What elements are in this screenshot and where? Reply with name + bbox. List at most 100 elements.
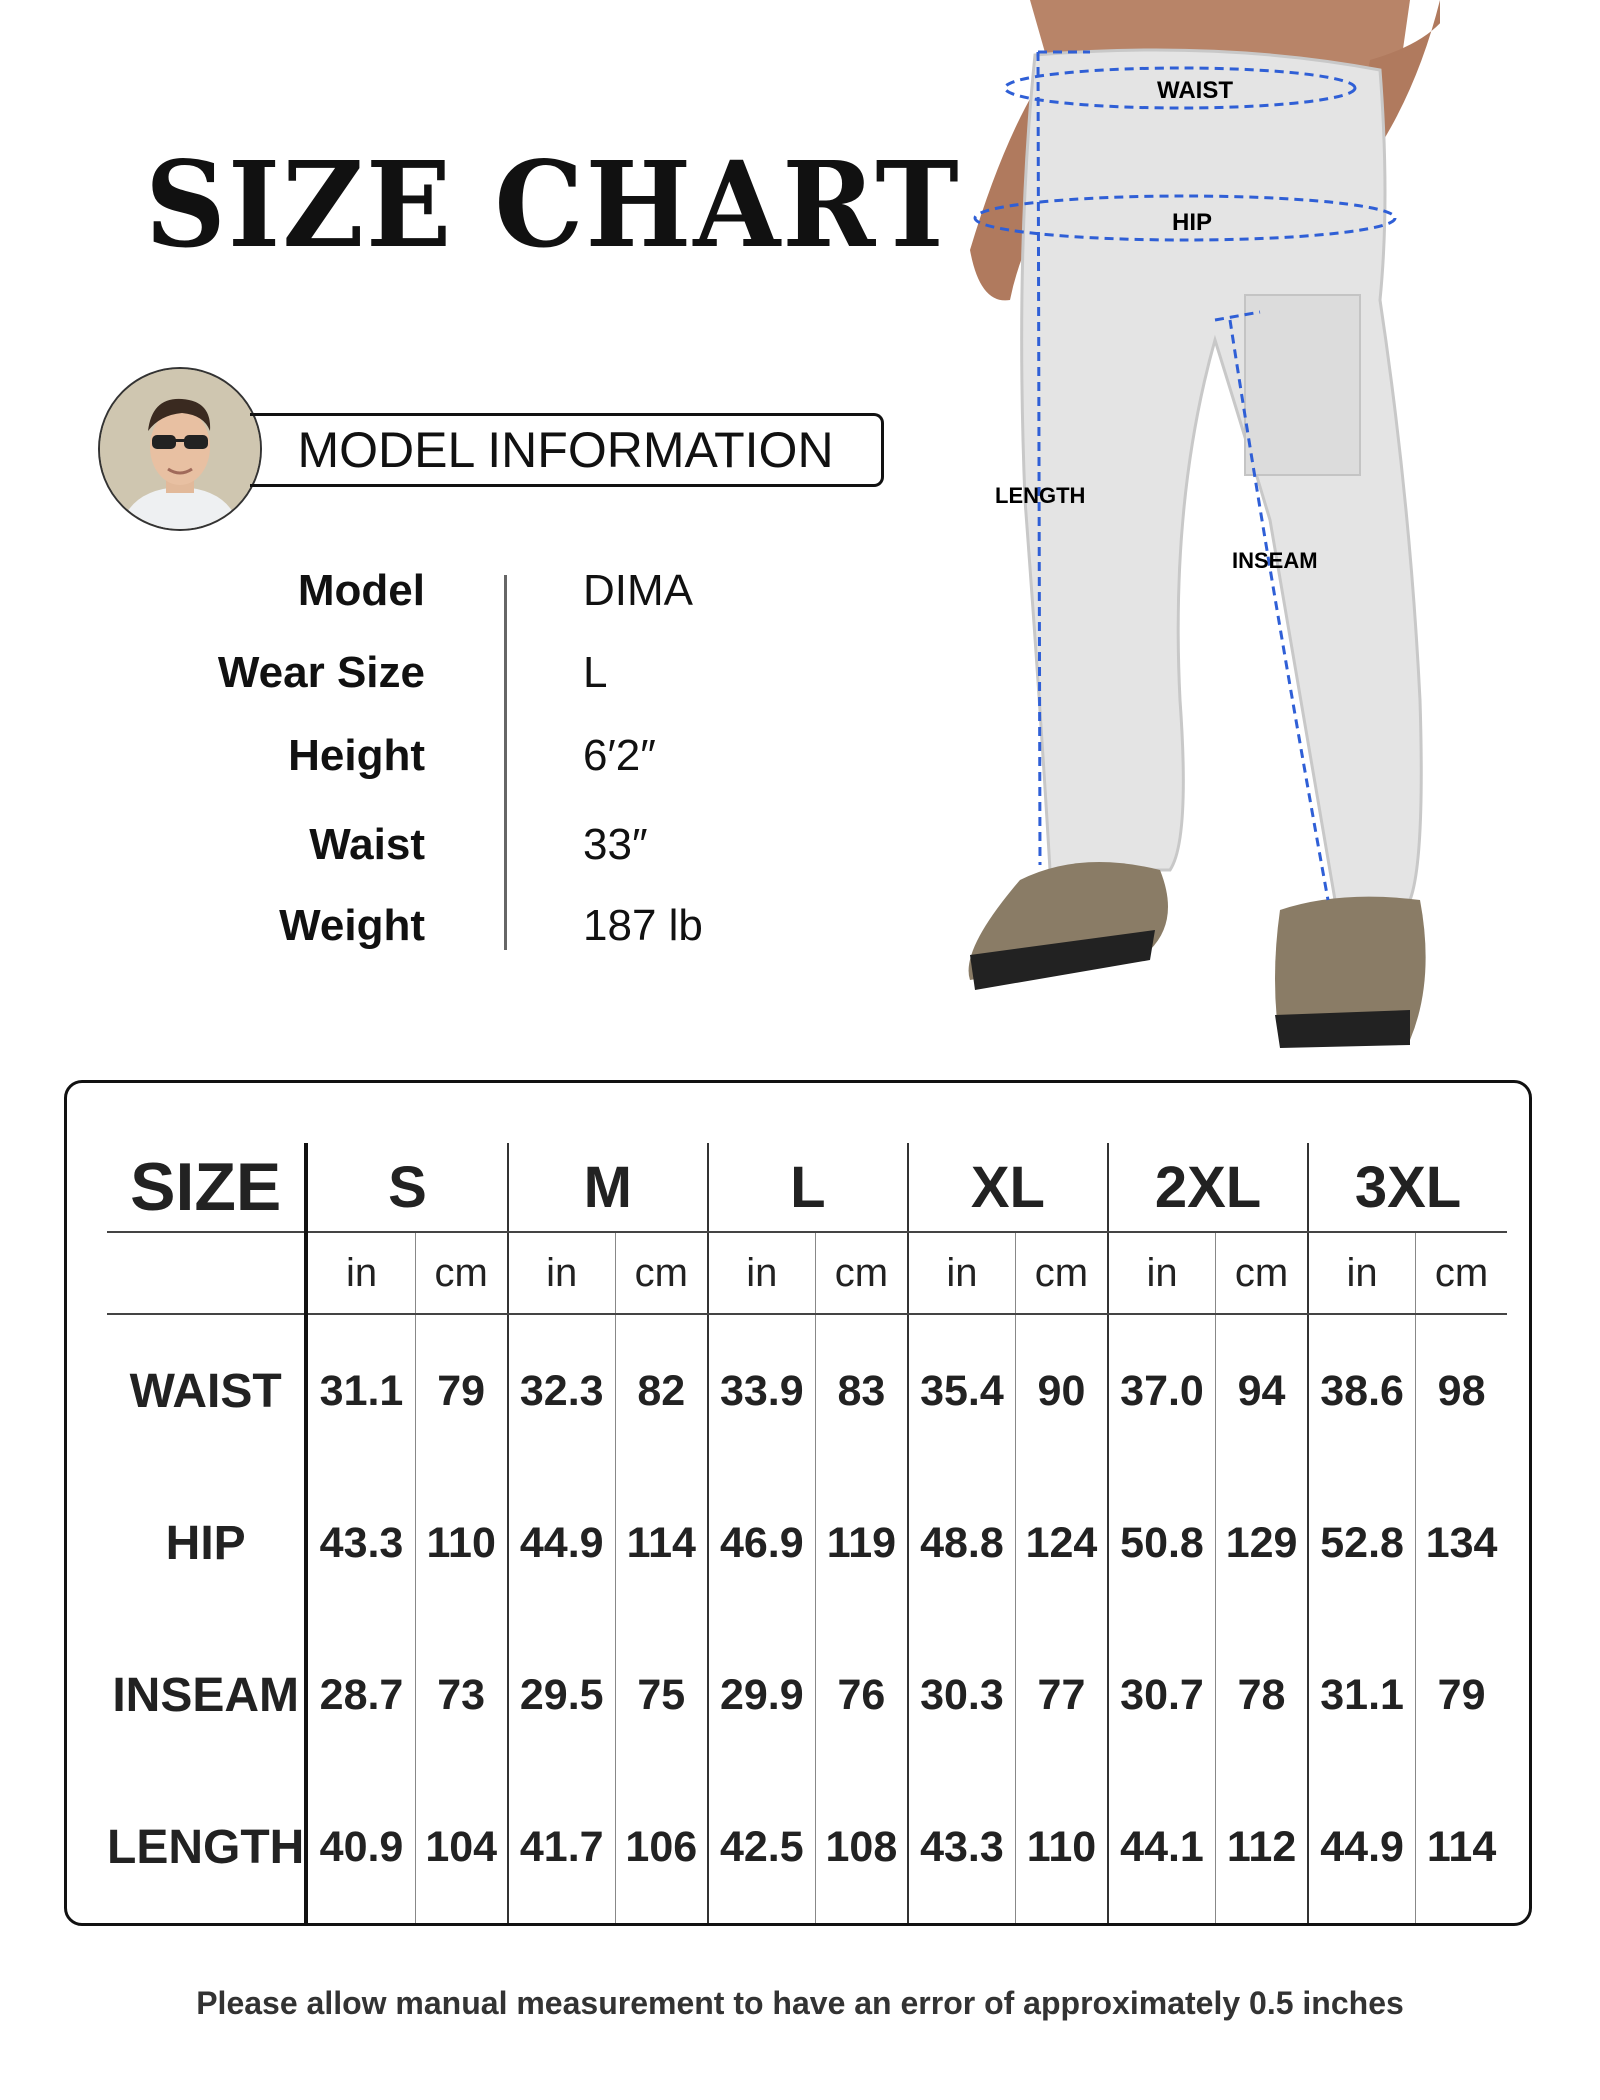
pants-measurement-diagram: WAIST HIP LENGTH INSEAM [968, 0, 1440, 1048]
cell-in: 37.0 [1106, 1314, 1216, 1467]
cell-cm: 77 [1014, 1619, 1108, 1771]
cargo-pocket [1244, 294, 1361, 476]
cell-cm: 134 [1415, 1467, 1507, 1619]
cell-cm: 73 [414, 1619, 508, 1771]
cell-in: 44.9 [506, 1467, 616, 1619]
measurement-lines [973, 50, 1397, 901]
model-avatar [98, 367, 262, 531]
cell-in: 30.7 [1106, 1619, 1216, 1771]
cell-cm: 114 [1415, 1771, 1507, 1923]
inseam-label: INSEAM [1232, 548, 1318, 573]
info-divider [504, 575, 507, 950]
cell-in: 43.3 [304, 1467, 416, 1619]
cell-cm: 90 [1014, 1314, 1108, 1467]
model-portrait-icon [100, 369, 260, 529]
cell-in: 42.5 [706, 1771, 816, 1923]
unit-in: in [304, 1232, 416, 1315]
footer-note: Please allow manual measurement to have … [196, 1985, 1404, 2021]
info-label-model: Model [297, 566, 425, 615]
size-corner-label: SIZE [107, 1143, 307, 1233]
cell-in: 31.1 [1307, 1619, 1416, 1771]
info-label-height: Height [288, 731, 425, 780]
cell-in: 29.5 [506, 1619, 616, 1771]
size-header-row: SIZE S M L XL 2XL 3XL [107, 1143, 1507, 1233]
unit-cm: cm [1215, 1232, 1309, 1315]
unit-in: in [706, 1232, 816, 1315]
cell-in: 33.9 [706, 1314, 816, 1467]
cell-cm: 83 [814, 1314, 908, 1467]
table-row-hip: HIP 43.3 110 44.9 114 46.9 119 48.8 124 50.8 129 52… [107, 1467, 1507, 1619]
cell-cm: 104 [414, 1771, 508, 1923]
cell-in: 29.9 [706, 1619, 816, 1771]
unit-cm: cm [414, 1232, 508, 1315]
size-chart-table-container: SIZE S M L XL 2XL 3XL in cm in cm in cm in cm in cm in cm W… [64, 1080, 1532, 1926]
info-value-wear-size: L [583, 648, 608, 697]
cell-cm: 79 [1415, 1619, 1507, 1771]
cell-in: 32.3 [506, 1314, 616, 1467]
cell-cm: 82 [614, 1314, 708, 1467]
page-title: SIZE CHART [145, 136, 961, 275]
size-header-2xl: 2XL [1106, 1143, 1309, 1233]
cell-cm: 75 [614, 1619, 708, 1771]
cell-cm: 106 [614, 1771, 708, 1923]
cell-in: 43.3 [906, 1771, 1016, 1923]
cell-in: 44.1 [1106, 1771, 1216, 1923]
unit-corner-empty [107, 1232, 307, 1315]
cell-in: 40.9 [304, 1771, 416, 1923]
cell-cm: 108 [814, 1771, 908, 1923]
unit-in: in [1307, 1232, 1416, 1315]
unit-cm: cm [814, 1232, 908, 1315]
cell-cm: 114 [614, 1467, 708, 1619]
unit-header-row: in cm in cm in cm in cm in cm in cm [107, 1232, 1507, 1315]
table-row-length: LENGTH 40.9 104 41.7 106 42.5 108 43.3 110 44.1 11… [107, 1771, 1507, 1923]
length-label: LENGTH [995, 483, 1085, 508]
cell-cm: 119 [814, 1467, 908, 1619]
pants-shape [1020, 48, 1423, 902]
cell-cm: 79 [414, 1314, 508, 1467]
cell-cm: 129 [1215, 1467, 1309, 1619]
cell-in: 46.9 [706, 1467, 816, 1619]
info-label-waist: Waist [309, 820, 425, 869]
cell-in: 48.8 [906, 1467, 1016, 1619]
size-header-3xl: 3XL [1307, 1143, 1507, 1233]
sneakers [968, 862, 1426, 1048]
unit-cm: cm [1415, 1232, 1507, 1315]
cell-cm: 124 [1014, 1467, 1108, 1619]
row-label: LENGTH [107, 1820, 305, 1874]
cell-cm: 76 [814, 1619, 908, 1771]
info-value-waist: 33″ [583, 820, 648, 869]
unit-in: in [1106, 1232, 1216, 1315]
cell-in: 44.9 [1307, 1771, 1416, 1923]
info-value-weight: 187 lb [583, 901, 703, 950]
size-header-s: S [304, 1143, 508, 1233]
cell-in: 31.1 [304, 1314, 416, 1467]
cell-cm: 94 [1215, 1314, 1309, 1467]
waist-label: WAIST [1157, 77, 1233, 104]
info-value-height: 6′2″ [583, 731, 656, 780]
hip-label: HIP [1172, 209, 1212, 236]
unit-in: in [906, 1232, 1016, 1315]
row-label: HIP [165, 1516, 246, 1570]
row-label: INSEAM [112, 1668, 299, 1722]
unit-cm: cm [614, 1232, 708, 1315]
cell-in: 35.4 [906, 1314, 1016, 1467]
model-information-heading: MODEL INFORMATION [250, 413, 884, 487]
cell-in: 41.7 [506, 1771, 616, 1923]
cell-cm: 78 [1215, 1619, 1309, 1771]
cell-cm: 110 [1014, 1771, 1108, 1923]
size-header-xl: XL [906, 1143, 1108, 1233]
row-label: WAIST [129, 1364, 282, 1418]
info-label-wear-size: Wear Size [217, 648, 425, 697]
unit-cm: cm [1014, 1232, 1108, 1315]
unit-in: in [506, 1232, 616, 1315]
size-header-l: L [706, 1143, 908, 1233]
cell-in: 52.8 [1307, 1467, 1416, 1619]
cell-cm: 112 [1215, 1771, 1309, 1923]
size-header-m: M [506, 1143, 708, 1233]
cell-in: 50.8 [1106, 1467, 1216, 1619]
cell-in: 30.3 [906, 1619, 1016, 1771]
cell-in: 38.6 [1307, 1314, 1416, 1467]
table-row-inseam: INSEAM 28.7 73 29.5 75 29.9 76 30.3 77 30.7 78 31.1… [107, 1619, 1507, 1771]
info-value-model: DIMA [583, 566, 693, 615]
info-label-weight: Weight [279, 901, 425, 950]
